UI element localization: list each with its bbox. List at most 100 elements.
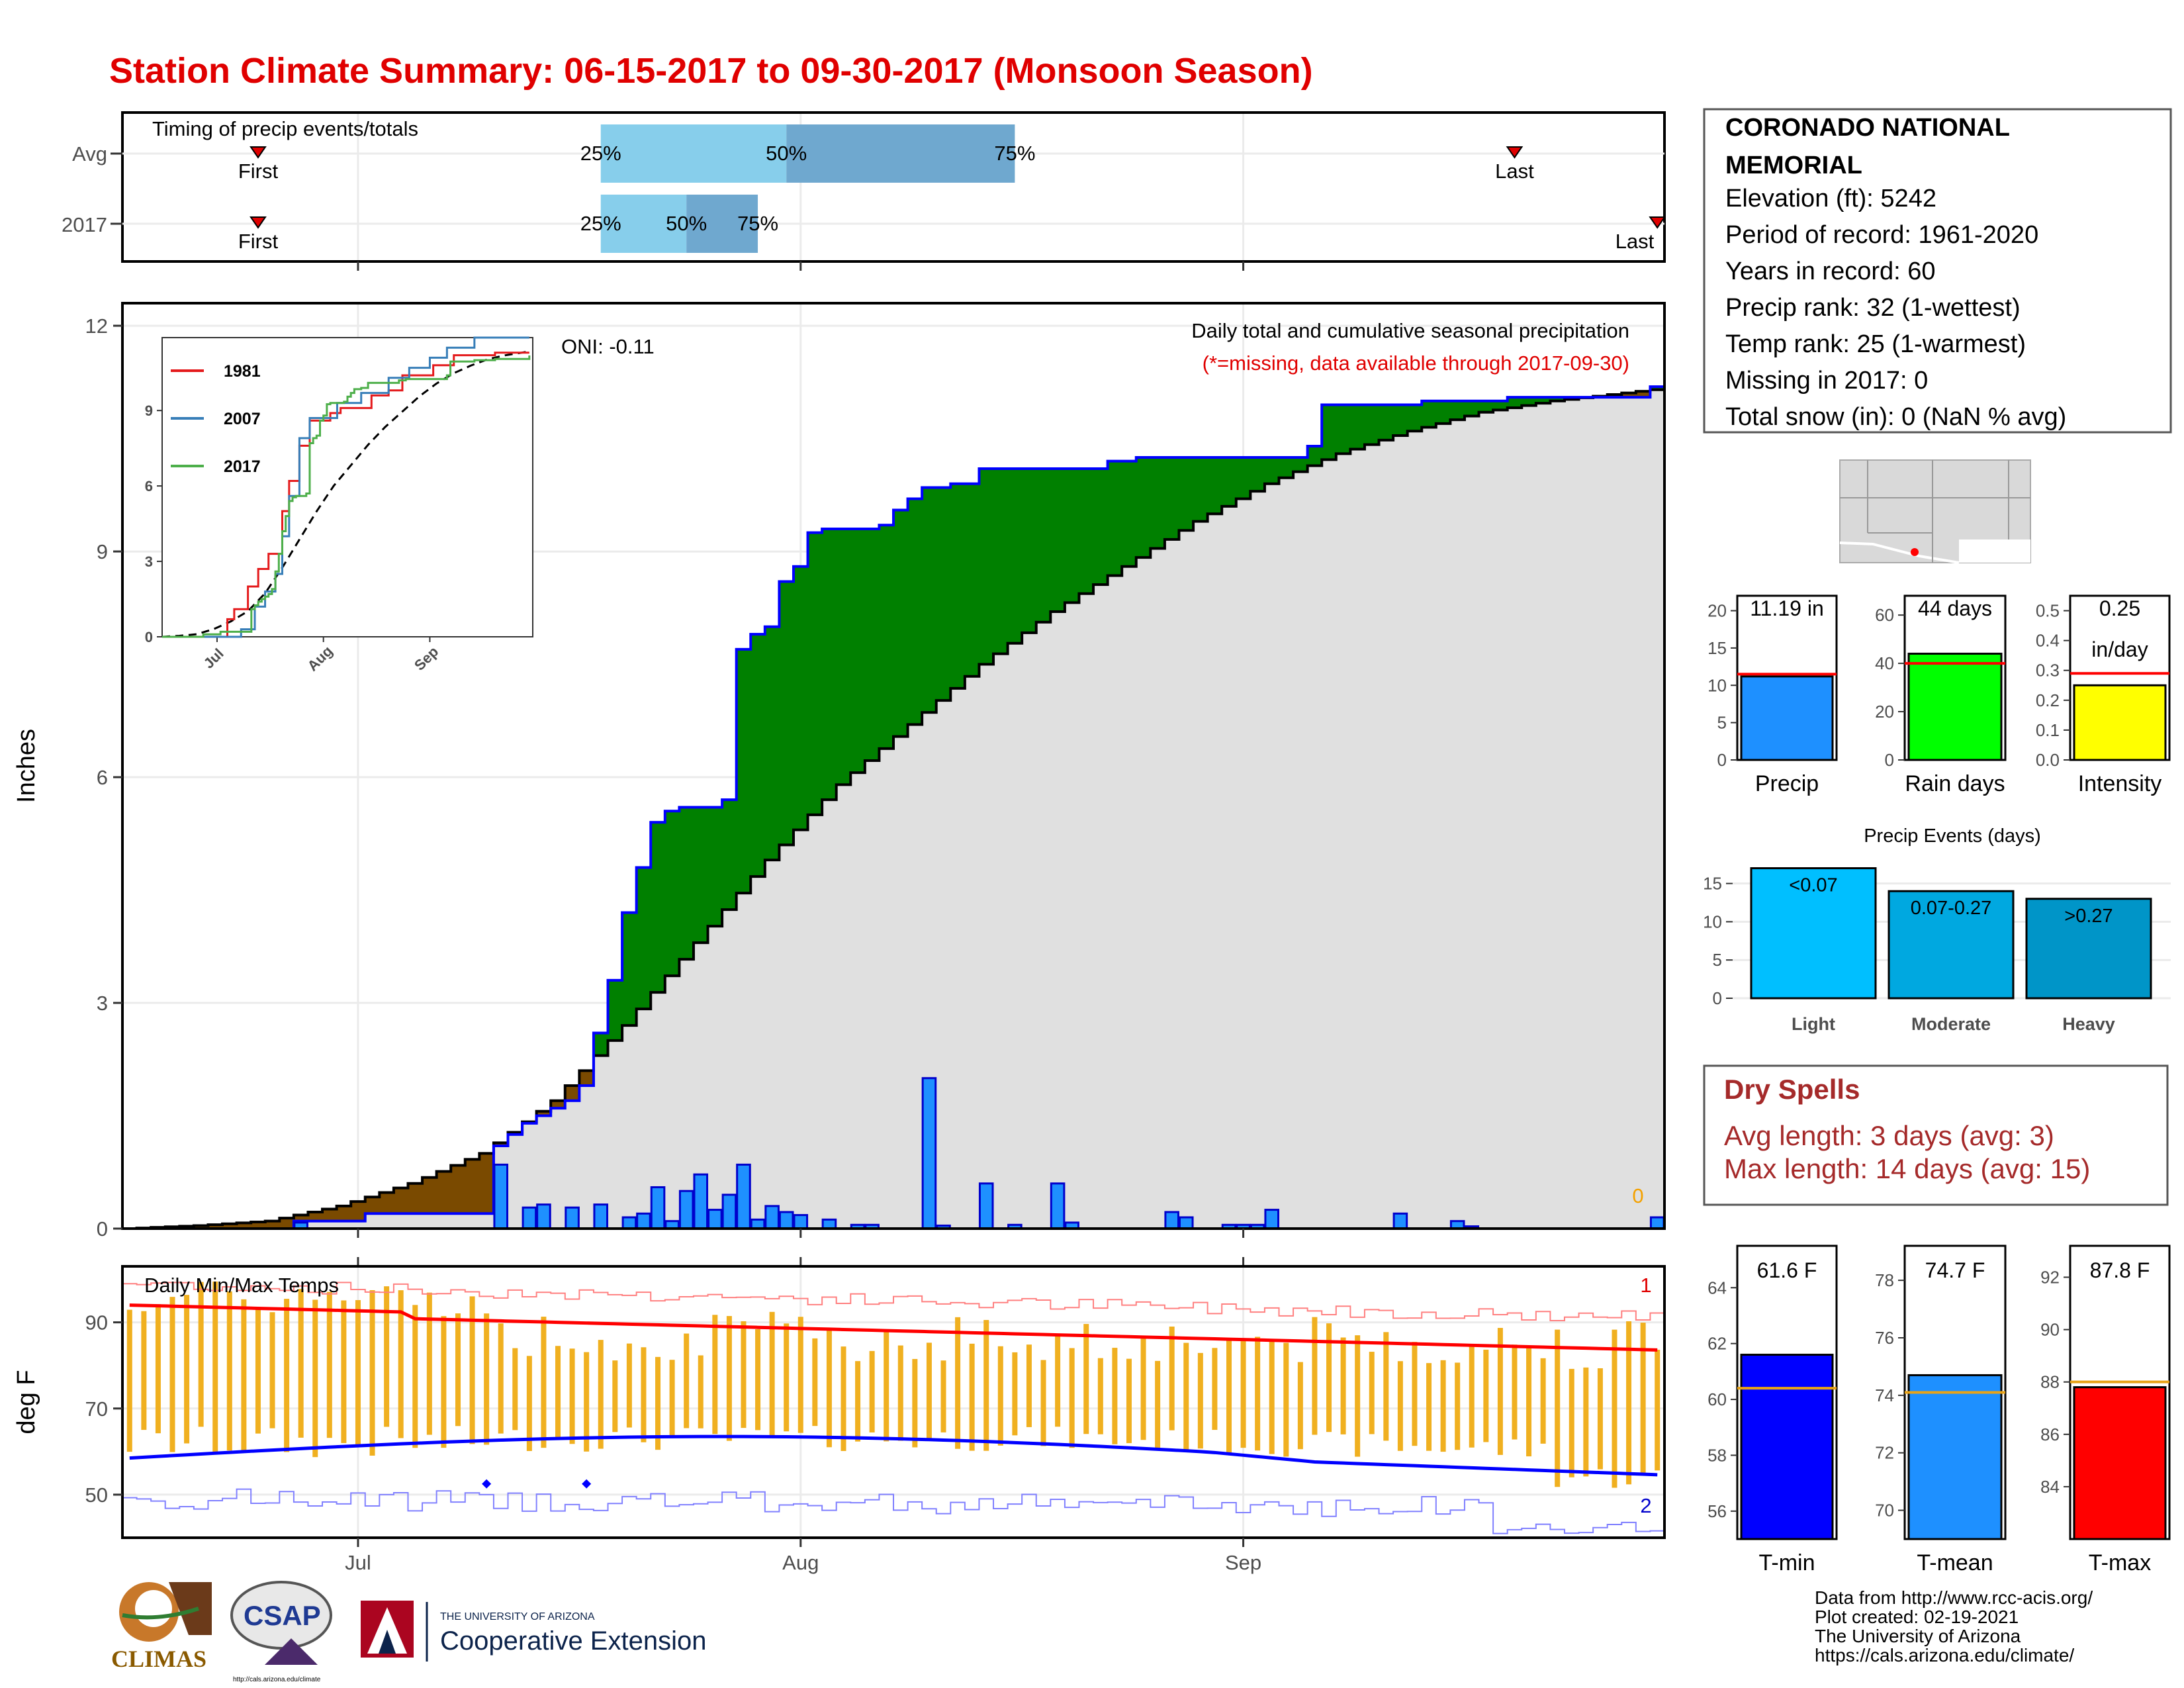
dry-spells-max: Max length: 14 days (avg: 15) [1724,1153,2090,1184]
temp-bar-ytick-label: 86 [2040,1425,2060,1444]
temp-bar-value-label: 87.8 F [2090,1258,2150,1282]
temp-bar-ytick-label: 72 [1875,1443,1894,1463]
precip-ytick-label: 6 [97,766,108,789]
last-event-marker [1649,216,1666,229]
daily-temp-range-bar [1026,1344,1032,1427]
station-name-line2: MEMORIAL [1725,152,1862,179]
daily-temp-range-bar [1412,1342,1418,1446]
dry-spells-box: Dry Spells Avg length: 3 days (avg: 3) M… [1703,1064,2169,1206]
mini-ytick-label: 0.5 [2036,601,2060,621]
timing-percentile-label: 75% [737,212,778,235]
first-event-label: First [238,230,279,253]
mini-ytick-label: 0.0 [2036,750,2060,770]
temp-xtick-label: Sep [1225,1551,1261,1574]
first-event-marker [250,146,267,159]
daily-temp-range-bar [1240,1341,1246,1448]
daily-temp-range-bar [1140,1338,1146,1440]
daily-temp-range-bar [298,1289,304,1438]
precip-event-bar [1750,867,1877,1000]
precip-ytick-label: 3 [97,992,108,1015]
daily-temp-range-bar [1226,1338,1232,1454]
daily-temp-range-bar [1440,1360,1446,1452]
daily-precip-bar [650,1186,666,1230]
daily-precip-bar [750,1218,766,1230]
temp-bar-category-label: T-max [2089,1550,2151,1575]
daily-temp-range-bar [455,1313,461,1427]
daily-temp-range-bar [641,1347,647,1442]
record-low-line [122,1488,1664,1534]
daily-temp-range-bar [1655,1350,1661,1471]
daily-precip-bar [707,1209,723,1230]
normal-cumulative-line [122,388,1664,1230]
average-high-line [129,1303,1658,1352]
daily-temp-range-bar [955,1317,961,1449]
normal-cumulative-area [122,389,1664,1229]
daily-precip-bar [778,1211,794,1230]
mini-bar-category-label: Rain days [1905,771,2005,796]
record-high-count: 1 [1640,1274,1651,1297]
precip-event-bar [1888,890,2015,1000]
daily-temp-range-bar [969,1343,975,1451]
timing-title: Timing of precip events/totals [152,117,418,140]
timing-percentile-label: 25% [580,142,621,165]
temp-panel-title: Daily Min/Max Temps [144,1274,339,1297]
daily-temp-range-bar [1212,1348,1218,1430]
daily-temp-range-bar [1555,1329,1561,1487]
daily-temp-range-bar [284,1299,290,1452]
temp-bar-value-label: 61.6 F [1757,1258,1817,1282]
daily-precip-bar [921,1077,937,1230]
mini-ytick-label: 0.1 [2036,720,2060,740]
temp-bar-ytick-label: 64 [1707,1278,1727,1297]
daily-temp-range-bar [1197,1352,1203,1449]
daily-temp-range-bar [369,1289,375,1456]
daily-temp-range-bar [1112,1348,1118,1444]
temp-bar-ytick-label: 76 [1875,1328,1894,1348]
mini-bar-value [2073,684,2167,761]
mini-bar-value-label: 44 days [1918,596,1992,620]
locator-map [1839,459,2031,564]
average-low-line [129,1434,1658,1477]
daily-precip-bar [736,1163,751,1230]
daily-temp-range-bar [1340,1337,1346,1434]
daily-precip-bar [565,1206,580,1230]
daily-temp-range-bar [241,1299,247,1452]
last-event-label: Last [1615,230,1655,253]
daily-temp-range-bar [184,1295,190,1444]
daily-temp-range-bar [855,1361,861,1442]
daily-precip-bar [636,1212,651,1230]
daily-temp-range-bar [541,1317,547,1448]
daily-temp-range-bar [626,1343,632,1428]
daily-precip-bar [522,1206,537,1230]
inset-ytick-label: 9 [145,402,153,419]
events-ytick-label: 0 [1713,988,1722,1008]
daily-temp-range-bar [169,1297,175,1452]
first-event-marker [250,216,267,229]
mini-bar-category-label: Precip [1755,771,1819,796]
temp-bar-ytick-label: 78 [1875,1270,1894,1290]
precip-event-bar-label: >0.27 [2064,906,2113,927]
inset-ytick-label: 3 [145,553,153,570]
timing-percentile-label: 25% [580,212,621,235]
daily-temp-range-bar [155,1304,161,1434]
station-snow: Total snow (in): 0 (NaN % avg) [1725,403,2066,431]
daily-temp-range-bar [897,1345,903,1441]
temp-bar-value [2073,1386,2167,1540]
daily-temp-range-bar [1312,1317,1318,1435]
daily-temp-range-bar [384,1286,390,1427]
daily-temp-range-bar [612,1360,618,1432]
temp-bar-value [1907,1374,2003,1540]
observed-cumulative-line [122,385,1664,1230]
timing-panel: 25% 50% 75% First Last 25% 50% 75% First Last Tim… [62,111,1666,263]
station-name-line1: CORONADO NATIONAL [1725,114,2010,142]
daily-temp-range-bar [1183,1342,1189,1452]
station-period: Period of record: 1961-2020 [1725,221,2038,249]
timing-bar-25-50 [600,124,787,183]
ua-logo-small-text: THE UNIVERSITY OF ARIZONA [440,1611,595,1622]
station-precip-rank: Precip rank: 32 (1-wettest) [1725,294,2021,322]
daily-precip-bar [621,1216,637,1230]
daily-temp-range-bar [312,1299,318,1458]
daily-temp-range-bar [997,1346,1003,1446]
mini-ytick-label: 20 [1875,702,1894,722]
precip-ytick-label: 12 [85,314,108,338]
